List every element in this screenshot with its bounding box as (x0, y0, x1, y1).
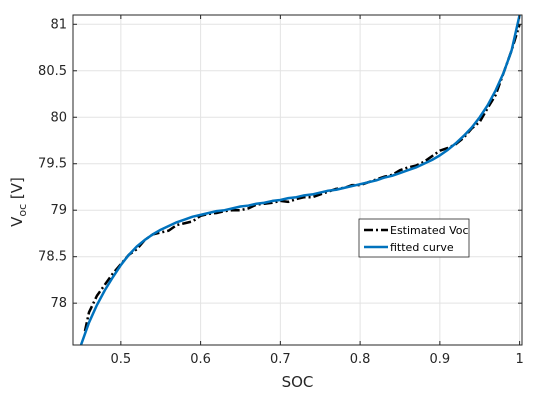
plot-area (73, 15, 522, 345)
legend: Estimated Voc fitted curve (358, 218, 470, 258)
legend-box (358, 218, 470, 258)
x-tick-label: 0.7 (270, 352, 291, 367)
y-tick-label: 78.5 (38, 250, 67, 265)
y-tick-labels: 78 78.5 79 79.5 80 80.5 81 (38, 17, 67, 311)
x-tick-labels: 0.5 0.6 0.7 0.8 0.9 1 (111, 352, 524, 367)
x-axis-label: SOC (282, 373, 314, 391)
x-tick-label: 0.6 (190, 352, 211, 367)
y-tick-label: 79 (50, 203, 67, 218)
legend-label-fitted-curve: fitted curve (390, 241, 454, 254)
y-tick-label: 79.5 (38, 157, 67, 172)
y-axis-label-main: V (8, 216, 26, 227)
tick-marks (73, 15, 522, 345)
series-fitted-curve-line (79, 15, 521, 345)
y-tick-label: 78 (50, 296, 67, 311)
x-tick-label: 0.8 (350, 352, 371, 367)
x-tick-label: 1 (515, 352, 523, 367)
x-tick-label: 0.5 (111, 352, 132, 367)
grid-lines (73, 15, 522, 345)
y-axis-label-unit: [V] (8, 177, 26, 199)
y-tick-label: 80.5 (38, 64, 67, 79)
svg-text:Voc [V]: Voc [V] (8, 177, 29, 227)
y-tick-label: 80 (50, 110, 67, 125)
y-axis-label-subscript: oc (16, 204, 29, 217)
x-tick-label: 0.9 (430, 352, 451, 367)
axes-box (72, 14, 523, 346)
series-layer (79, 15, 521, 345)
legend-label-estimated-voc: Estimated Voc (390, 224, 469, 237)
y-tick-label: 81 (50, 17, 67, 32)
y-axis-label: Voc [V] (8, 177, 29, 227)
